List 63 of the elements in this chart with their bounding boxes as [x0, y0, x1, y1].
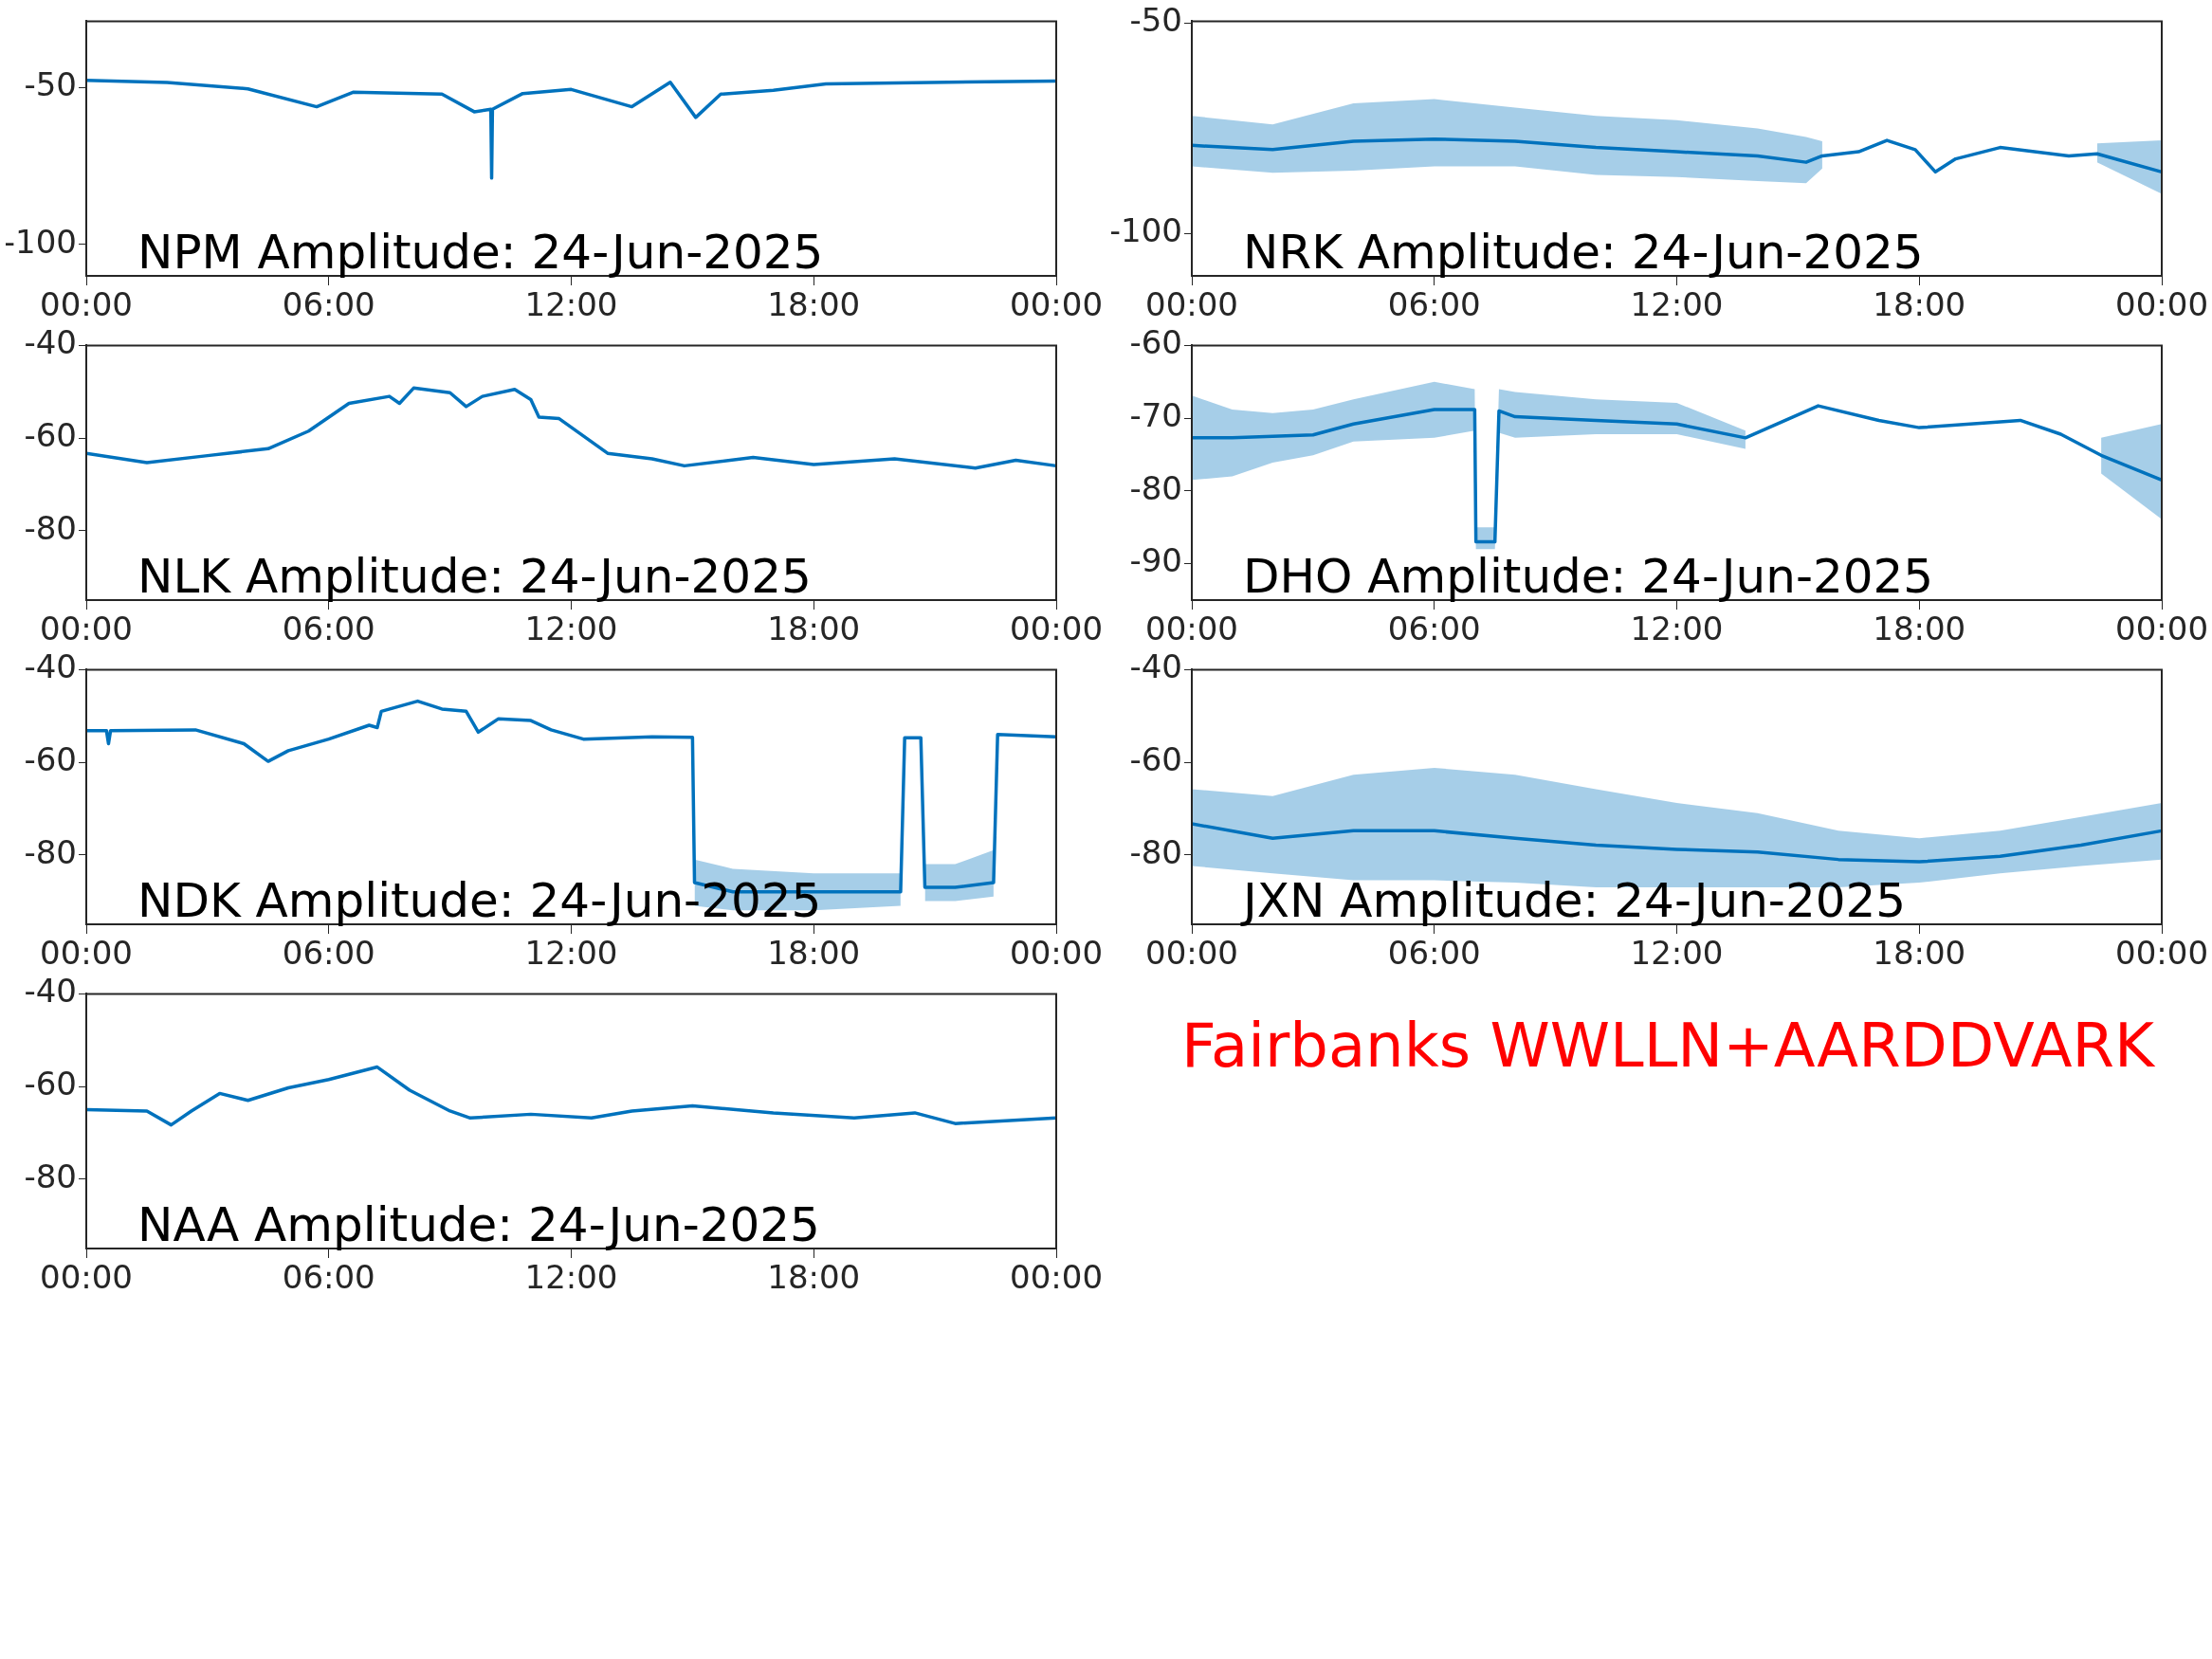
y-tick-label: -40 [1129, 647, 1182, 686]
text: NAA Amplitude: 24-Jun-2025 [137, 1197, 820, 1252]
x-tick-label: 12:00 [524, 1258, 618, 1297]
y-tick-label: -50 [24, 64, 77, 103]
x-tick-label: 00:00 [1010, 934, 1103, 973]
y-tick-label: -60 [24, 415, 77, 454]
x-tick-label: 00:00 [40, 934, 133, 973]
x-tick-label: 00:00 [1010, 285, 1103, 324]
x-tick-label: 00:00 [1010, 610, 1103, 648]
x-tick-label: 12:00 [524, 285, 618, 324]
y-tick-label: -40 [24, 647, 77, 686]
y-tick-label: -60 [1129, 739, 1182, 778]
y-tick-label: -40 [24, 323, 77, 362]
x-tick-label: 18:00 [1873, 934, 1966, 973]
y-tick-label: -80 [1129, 468, 1182, 507]
text: JXN Amplitude: 24-Jun-2025 [1240, 873, 1907, 928]
x-tick-label: 00:00 [2115, 610, 2208, 648]
text: NLK Amplitude: 24-Jun-2025 [137, 549, 812, 604]
text: NDK Amplitude: 24-Jun-2025 [137, 873, 822, 928]
x-tick-label: 06:00 [282, 934, 375, 973]
y-tick-label: -60 [24, 739, 77, 778]
x-tick-label: 00:00 [1145, 285, 1238, 324]
x-tick-label: 18:00 [767, 934, 861, 973]
x-tick-label: 18:00 [767, 610, 861, 648]
x-tick-label: 00:00 [2115, 934, 2208, 973]
y-tick-label: -60 [1129, 323, 1182, 362]
y-tick-label: -50 [1129, 1, 1182, 40]
x-tick-label: 00:00 [40, 285, 133, 324]
x-tick-label: 12:00 [524, 934, 618, 973]
x-tick-label: 00:00 [40, 610, 133, 648]
y-tick-label: -90 [1129, 541, 1182, 580]
y-tick-label: -80 [24, 508, 77, 547]
x-tick-label: 06:00 [282, 285, 375, 324]
y-tick-label: -100 [3, 222, 77, 261]
x-tick-label: 18:00 [767, 1258, 861, 1297]
text: DHO Amplitude: 24-Jun-2025 [1243, 549, 1934, 604]
x-tick-label: 06:00 [282, 610, 375, 648]
x-tick-label: 12:00 [1630, 610, 1724, 648]
text: NPM Amplitude: 24-Jun-2025 [137, 225, 824, 280]
y-tick-label: -80 [24, 1157, 77, 1195]
x-tick-label: 06:00 [1387, 285, 1481, 324]
x-tick-label: 12:00 [524, 610, 618, 648]
x-tick-label: 00:00 [1145, 934, 1238, 973]
y-tick-label: -80 [1129, 832, 1182, 871]
x-tick-label: 12:00 [1630, 934, 1724, 973]
x-tick-label: 06:00 [282, 1258, 375, 1297]
x-tick-label: 00:00 [40, 1258, 133, 1297]
x-tick-label: 06:00 [1387, 610, 1481, 648]
x-tick-label: 12:00 [1630, 285, 1724, 324]
x-tick-label: 18:00 [767, 285, 861, 324]
x-tick-label: 00:00 [1010, 1258, 1103, 1297]
x-tick-label: 00:00 [2115, 285, 2208, 324]
y-tick-label: -80 [24, 832, 77, 871]
y-tick-label: -100 [1108, 211, 1182, 250]
text: NRK Amplitude: 24-Jun-2025 [1243, 225, 1924, 280]
y-tick-label: -40 [24, 972, 77, 1011]
text: Fairbanks WWLLN+AARDDVARK [1181, 1011, 2154, 1081]
x-tick-label: 06:00 [1387, 934, 1481, 973]
y-tick-label: -60 [24, 1064, 77, 1103]
x-tick-label: 18:00 [1873, 285, 1966, 324]
x-tick-label: 00:00 [1145, 610, 1238, 648]
x-tick-label: 18:00 [1873, 610, 1966, 648]
y-tick-label: -70 [1129, 395, 1182, 434]
